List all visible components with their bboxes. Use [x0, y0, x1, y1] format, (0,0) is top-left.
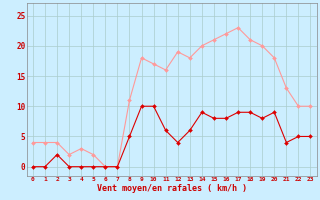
X-axis label: Vent moyen/en rafales ( km/h ): Vent moyen/en rafales ( km/h ) — [97, 184, 247, 193]
